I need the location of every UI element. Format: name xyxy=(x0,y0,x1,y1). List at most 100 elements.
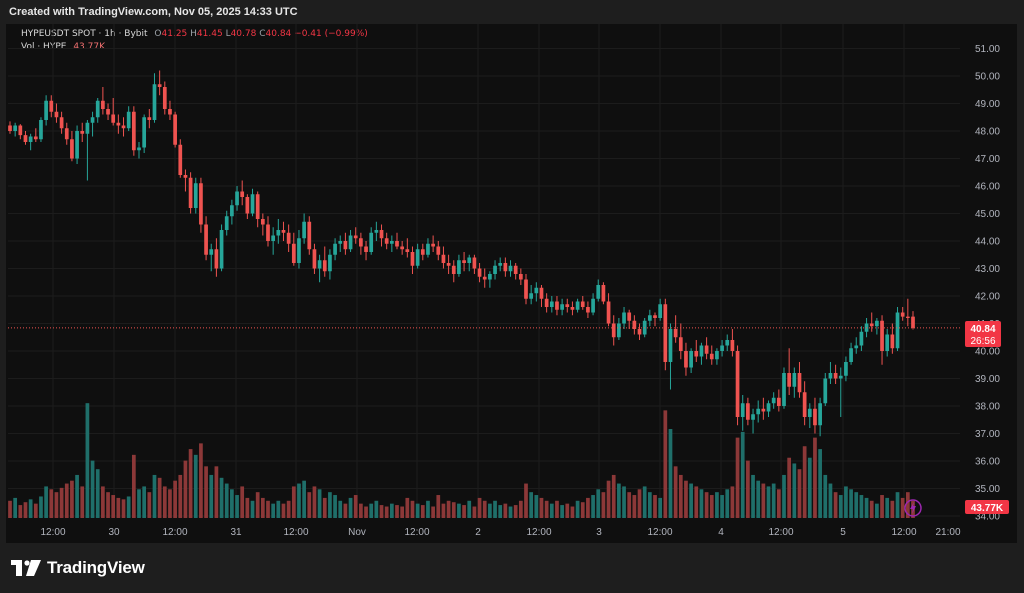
volume-bar xyxy=(740,431,745,518)
volume-bar xyxy=(539,497,544,518)
volume-bar xyxy=(844,486,848,518)
volume-bar xyxy=(338,500,343,518)
x-tick-label: 31 xyxy=(230,527,242,538)
volume-bar xyxy=(106,492,110,518)
volume-bar xyxy=(426,500,430,518)
low-value: 40.78 xyxy=(230,29,257,39)
volume-bar xyxy=(457,503,461,518)
volume-bar xyxy=(199,443,203,518)
candle-body xyxy=(389,241,394,244)
volume-bar xyxy=(28,499,33,518)
volume-bar xyxy=(730,486,735,518)
y-tick-label: 39.00 xyxy=(975,374,1000,385)
volume-bar xyxy=(637,489,642,518)
volume-bar xyxy=(807,457,812,518)
volume-bar xyxy=(472,506,477,518)
candle-body xyxy=(188,177,193,208)
candle-body xyxy=(317,260,322,269)
volume-bar xyxy=(699,489,704,518)
candle-body xyxy=(168,109,172,115)
candle-body xyxy=(426,243,430,255)
volume-tag: 43.77K xyxy=(965,500,1009,514)
candle-body xyxy=(601,285,606,302)
volume-bar xyxy=(746,460,750,518)
candle-body xyxy=(49,100,54,112)
volume-bar xyxy=(64,483,69,518)
volume-bar xyxy=(555,500,559,518)
candle-body xyxy=(508,265,513,272)
volume-bar xyxy=(792,463,797,518)
volume-bar xyxy=(297,483,301,518)
volume-bar xyxy=(389,503,394,518)
volume-bar xyxy=(570,506,575,518)
volume-bar xyxy=(420,505,425,518)
candle-body xyxy=(157,84,162,87)
volume-bar xyxy=(260,497,265,518)
candle-body xyxy=(622,312,626,324)
candle-body xyxy=(245,197,250,214)
volume-legend: Vol · HYPE 43.77K xyxy=(21,42,105,52)
y-tick-label: 48.00 xyxy=(975,127,1000,138)
volume-bar xyxy=(173,480,177,518)
volume-bar xyxy=(307,492,312,518)
candle-body xyxy=(286,232,291,244)
candle-body xyxy=(121,125,126,129)
volume-bar xyxy=(549,503,554,518)
volume-bar xyxy=(900,497,905,518)
candle-body xyxy=(617,323,621,338)
tradingview-logo-icon xyxy=(11,560,41,576)
volume-bar xyxy=(905,492,910,518)
candle-body xyxy=(627,312,632,321)
close-value: 40.84 xyxy=(265,29,292,39)
volume-bar xyxy=(152,474,157,518)
candle-body xyxy=(704,345,709,354)
volume-bar xyxy=(606,480,611,518)
candle-body xyxy=(70,139,74,159)
candle-body xyxy=(39,120,43,140)
low-label: L xyxy=(225,29,231,39)
high-value: 41.45 xyxy=(196,29,223,39)
candle-body xyxy=(689,351,693,368)
tradingview-logo[interactable]: TradingView xyxy=(11,556,145,580)
volume-bar xyxy=(709,495,714,518)
change-value: −0.41 (−0.99%) xyxy=(294,29,368,39)
volume-bar xyxy=(508,506,513,518)
volume-bar xyxy=(379,505,384,518)
y-tick-label: 35.00 xyxy=(975,484,1000,495)
volume-bar xyxy=(80,486,85,518)
candle-body xyxy=(807,408,812,417)
candle-body xyxy=(152,84,157,120)
candle-body xyxy=(446,263,451,266)
volume-bar xyxy=(193,454,198,518)
volume-bar xyxy=(147,492,152,518)
candle-body xyxy=(90,117,95,123)
y-tick-label: 46.00 xyxy=(975,182,1000,193)
candle-body xyxy=(54,111,59,118)
candle-body xyxy=(359,238,363,247)
volume-bar xyxy=(436,495,441,518)
x-tick-label: 30 xyxy=(108,527,120,538)
candle-body xyxy=(18,125,23,136)
candle-body xyxy=(255,194,260,219)
lightning-icon[interactable] xyxy=(904,499,922,517)
volume-bar xyxy=(586,497,590,518)
candle-body xyxy=(534,287,539,294)
volume-bar xyxy=(761,483,766,518)
candle-body xyxy=(271,235,276,241)
candle-body xyxy=(400,246,405,250)
volume-bar xyxy=(70,480,74,518)
volume-bar xyxy=(322,497,327,518)
candle-body xyxy=(209,249,214,255)
x-tick-label: 5 xyxy=(840,527,846,538)
candle-body xyxy=(101,100,105,109)
candle-body xyxy=(28,136,33,142)
y-tick-label: 51.00 xyxy=(975,44,1000,55)
volume-bar xyxy=(230,489,234,518)
candle-body xyxy=(611,323,616,338)
candle-body xyxy=(591,298,595,313)
candle-body xyxy=(859,331,864,346)
volume-bar xyxy=(90,460,95,518)
candle-body xyxy=(142,117,147,148)
volume-bar xyxy=(85,403,90,518)
